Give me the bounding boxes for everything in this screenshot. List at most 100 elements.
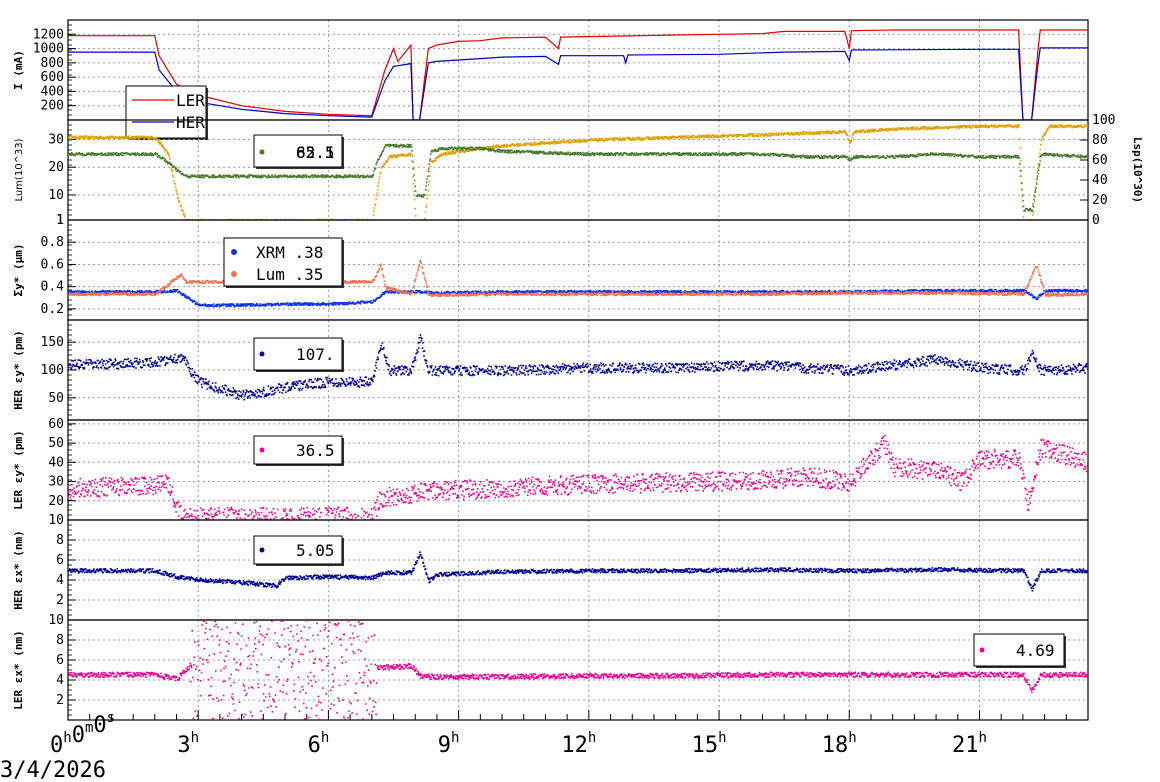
series-line-LER — [68, 29, 1088, 120]
y-axis-label: HER εy* (pm) — [12, 330, 25, 409]
y-tick-label: 4 — [56, 673, 64, 688]
legend-value: 82.1 — [296, 143, 335, 162]
series-line-HER — [68, 47, 1088, 120]
y-right-tick-label: 60 — [1092, 153, 1108, 168]
legend-value: 107. — [296, 345, 335, 364]
y-tick-label: 30 — [48, 475, 64, 490]
y-tick-label: 1200 — [33, 27, 64, 42]
series-points-LER εy* — [68, 434, 1088, 520]
legend-label: Lum .35 — [256, 265, 323, 284]
y-axis-label: I (mA) — [12, 50, 25, 90]
legend-dot — [231, 271, 237, 277]
legend-label: HER — [176, 113, 205, 132]
y-tick-label: 4 — [56, 573, 64, 588]
legend: 65.582.1 — [253, 134, 344, 169]
panel-4: 10 20 30 40 50 60 LER εy* (pm) 36.5 — [12, 417, 1089, 528]
y-axis-label: HER εx* (nm) — [12, 530, 25, 609]
y-axis-label: LER εy* (pm) — [12, 430, 25, 509]
y-right-tick-label: 0 — [1092, 213, 1100, 228]
y-tick-label: 200 — [41, 99, 64, 114]
panel-3: 50 100 150 HER εy* (pm) 107. — [12, 319, 1089, 421]
legend-value: 5.05 — [296, 541, 335, 560]
legend-box — [125, 85, 207, 139]
panel-frame — [67, 119, 1089, 221]
legend-dot — [979, 647, 985, 653]
legend: 107. — [253, 337, 344, 372]
y-right-axis-label: Lsp(10^30) — [1131, 137, 1144, 203]
y-right-tick-label: 40 — [1092, 173, 1108, 188]
x-tick-label: 21h — [952, 730, 987, 758]
x-tick-label: 9h — [438, 730, 460, 758]
y-tick-label: 10 — [48, 613, 64, 628]
y-tick-label: 10 — [48, 513, 64, 528]
date-label: 3/4/2026 — [0, 758, 106, 782]
y-tick-label: 150 — [41, 335, 64, 350]
y-tick-label: 1 — [56, 213, 64, 228]
legend-dot — [259, 547, 265, 553]
legend-box — [253, 535, 343, 565]
y-tick-label: 1 — [56, 213, 64, 228]
y-axis-label: Lum(10^33) — [14, 138, 25, 201]
x-tick-label: 18h — [822, 730, 857, 758]
series-points-Lum — [68, 259, 1088, 298]
x-tick-label: 12h — [561, 730, 596, 758]
x-tick-label: 15h — [692, 730, 727, 758]
data-marks — [68, 334, 1088, 401]
legend-value: 36.5 — [296, 441, 335, 460]
panel-2: 0.2 0.4 0.6 0.8 1 Σy* (μm) XRM .38 Lum .35 — [12, 213, 1089, 321]
y-tick-label: 20 — [48, 160, 64, 175]
y-tick-label: 800 — [41, 56, 64, 71]
y-tick-label: 8 — [56, 633, 64, 648]
y-tick-label: 2 — [56, 593, 64, 608]
legend-box — [253, 435, 343, 465]
y-tick-label: 60 — [48, 417, 64, 432]
y-tick-label: 2 — [56, 693, 64, 708]
y-tick-label: 1000 — [33, 42, 64, 57]
y-tick-label: 8 — [56, 533, 64, 548]
panel-1: 1 10 20 30 Lum(10^33) 0 20 40 60 80 100 Lsp(10^30) 6… — [14, 113, 1144, 228]
data-marks — [68, 620, 1088, 720]
y-tick-label: 400 — [41, 84, 64, 99]
series-points-LER εx* — [68, 620, 1088, 720]
y-tick-label: 40 — [48, 455, 64, 470]
legend: 4.69 — [973, 633, 1066, 668]
panel-5: 2 4 6 8 HER εx* (nm) 5.05 — [12, 519, 1089, 621]
legend-dot — [231, 249, 237, 255]
legend-box — [253, 337, 343, 371]
y-right-tick-label: 20 — [1092, 193, 1108, 208]
legend: 5.05 — [253, 535, 344, 566]
legend-box — [223, 237, 343, 287]
x-tick-label: 6h — [308, 730, 330, 758]
y-tick-label: 0.2 — [41, 302, 64, 317]
y-right-tick-label: 100 — [1092, 113, 1115, 128]
legend-dot — [259, 149, 265, 155]
legend-box — [973, 633, 1065, 667]
panel-frame — [67, 619, 1089, 721]
y-tick-label: 20 — [48, 494, 64, 509]
legend: 36.5 — [253, 435, 344, 466]
y-tick-label: 50 — [48, 436, 64, 451]
legend-box — [253, 134, 343, 168]
series-points-Lum — [68, 124, 1088, 220]
data-marks — [68, 434, 1088, 520]
y-tick-label: 30 — [48, 132, 64, 147]
legend-value: 65.5 — [296, 143, 335, 162]
legend: XRM .38 Lum .35 — [223, 237, 344, 288]
y-right-tick-label: 80 — [1092, 133, 1108, 148]
y-tick-label: 10 — [48, 188, 64, 203]
series-points-Lsp — [68, 143, 1088, 212]
legend-dot — [259, 351, 265, 357]
series-points-HER εx* — [68, 551, 1088, 592]
y-tick-label: 6 — [56, 553, 64, 568]
legend-dot — [259, 447, 265, 453]
data-marks — [68, 29, 1088, 120]
series-points-XRM — [68, 288, 1088, 308]
y-tick-label: 50 — [48, 391, 64, 406]
data-marks — [68, 551, 1088, 592]
y-tick-label: 100 — [41, 363, 64, 378]
y-tick-label: 0.6 — [41, 257, 64, 272]
panel-6: 2 4 6 8 10 LER εx* (nm) 4.69 — [12, 613, 1089, 721]
y-tick-label: 0.8 — [41, 235, 64, 250]
panel-frame — [67, 419, 1089, 521]
